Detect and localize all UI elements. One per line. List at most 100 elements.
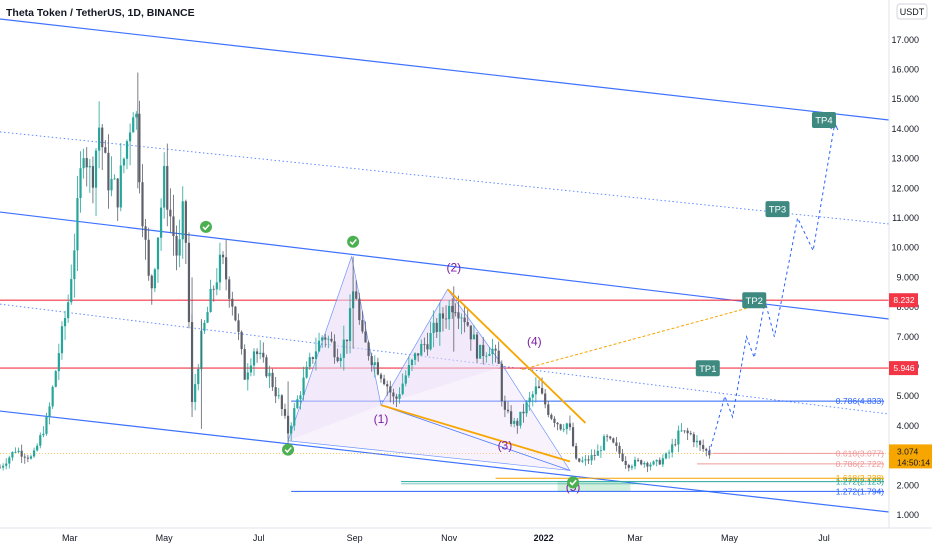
wave-label: (4) bbox=[527, 335, 542, 349]
candle-down bbox=[20, 450, 23, 457]
candle-up bbox=[420, 343, 423, 356]
candle-up bbox=[5, 463, 8, 466]
candle-up bbox=[296, 399, 299, 409]
candle-up bbox=[630, 466, 634, 468]
candle-up bbox=[45, 416, 48, 434]
candle-up bbox=[135, 113, 138, 118]
candle-down bbox=[692, 434, 695, 443]
candle-up bbox=[82, 158, 85, 169]
x-tick-label: Jul bbox=[253, 533, 265, 543]
y-tick-label: 15.000 bbox=[891, 94, 919, 104]
candle-up bbox=[32, 450, 36, 457]
candle-down bbox=[441, 313, 445, 319]
y-tick-label: 10.000 bbox=[891, 243, 919, 253]
y-tick-label: 9.000 bbox=[896, 272, 919, 282]
candle-down bbox=[392, 392, 395, 397]
candle-down bbox=[575, 446, 578, 459]
channel-line bbox=[0, 131, 890, 225]
last-price-label: 3.074 bbox=[897, 446, 919, 456]
candle-up bbox=[51, 386, 54, 407]
time-axis[interactable]: Mar May Jul Sep Nov 2022 Mar May Jul bbox=[62, 533, 830, 543]
candle-up bbox=[410, 359, 414, 366]
y-tick-label: 14.000 bbox=[891, 124, 919, 134]
candle-up bbox=[209, 288, 212, 313]
candle-down bbox=[556, 422, 559, 425]
candle-up bbox=[438, 313, 441, 332]
candle-down bbox=[85, 158, 88, 168]
candle-up bbox=[178, 239, 181, 256]
candle-up bbox=[29, 456, 33, 459]
candle-up bbox=[277, 395, 280, 397]
candle-down bbox=[255, 351, 259, 355]
chart-title: Theta Token / TetherUS, 1D, BINANCE bbox=[6, 7, 195, 19]
checkmark-glyph bbox=[349, 239, 357, 246]
candle-down bbox=[621, 453, 624, 461]
candle-down bbox=[361, 320, 364, 332]
candle-down bbox=[212, 288, 215, 290]
channel-layer bbox=[0, 18, 890, 513]
currency-button[interactable]: USDT bbox=[896, 3, 928, 20]
candle-up bbox=[98, 127, 101, 151]
candle-down bbox=[689, 433, 692, 435]
candle-up bbox=[661, 458, 664, 465]
candle-down bbox=[184, 201, 187, 243]
wedge-line bbox=[446, 288, 587, 424]
candle-down bbox=[395, 396, 398, 399]
checkmark-icon bbox=[199, 220, 212, 233]
pattern-legs bbox=[380, 288, 571, 472]
candle-up bbox=[11, 451, 14, 458]
candle-up bbox=[491, 348, 494, 355]
candle-up bbox=[42, 433, 45, 436]
candle-up bbox=[581, 460, 584, 462]
checkmark-icon bbox=[567, 476, 580, 489]
candle-up bbox=[472, 334, 476, 340]
target-label: TP3 bbox=[769, 205, 786, 216]
fib-levels-layer: 0.786(4.833) 0.618(3.077)0.786(2.722) 1.61… bbox=[291, 396, 884, 496]
y-tick-label: 1.000 bbox=[896, 510, 919, 520]
candle-down bbox=[559, 424, 562, 430]
candle-up bbox=[194, 384, 197, 402]
candle-down bbox=[646, 462, 649, 467]
channel-line bbox=[0, 211, 890, 320]
candle-down bbox=[423, 343, 426, 345]
candle-down bbox=[166, 166, 169, 210]
candle-up bbox=[156, 237, 160, 270]
candle-up bbox=[373, 362, 376, 366]
candle-up bbox=[159, 207, 163, 238]
candle-up bbox=[342, 339, 345, 358]
x-tick-label: May bbox=[721, 533, 739, 543]
price-tag-label: 5.946 bbox=[893, 363, 915, 373]
y-tick-label: 12.000 bbox=[891, 183, 919, 193]
candle-up bbox=[404, 375, 407, 384]
candle-down bbox=[494, 348, 497, 351]
candle-up bbox=[163, 166, 166, 208]
checkmark-glyph bbox=[284, 446, 292, 454]
candle-up bbox=[321, 337, 324, 341]
candle-up bbox=[60, 326, 64, 354]
wedge-breakout-line bbox=[521, 303, 763, 370]
fib-label: 0.786(4.833) bbox=[836, 396, 884, 406]
candle-up bbox=[488, 354, 491, 356]
fib-label: 1.618(2.238) bbox=[836, 473, 884, 483]
candle-down bbox=[457, 312, 460, 319]
candle-up bbox=[327, 338, 330, 340]
candle-up bbox=[197, 368, 200, 385]
candle-down bbox=[698, 440, 702, 446]
candle-down bbox=[497, 350, 500, 364]
candle-up bbox=[584, 459, 587, 461]
candle-up bbox=[513, 420, 516, 424]
candle-down bbox=[705, 448, 708, 451]
wedge-layer bbox=[380, 288, 763, 463]
candle-down bbox=[330, 338, 333, 342]
candle-down bbox=[243, 349, 246, 380]
candle-down bbox=[606, 436, 609, 438]
candle-down bbox=[516, 420, 519, 426]
checkmark-glyph bbox=[202, 224, 210, 231]
candle-down bbox=[26, 457, 29, 459]
candle-up bbox=[398, 394, 401, 399]
candle-up bbox=[448, 305, 451, 320]
candle-up bbox=[348, 308, 352, 342]
candle-down bbox=[147, 239, 150, 276]
candle-up bbox=[590, 455, 593, 461]
